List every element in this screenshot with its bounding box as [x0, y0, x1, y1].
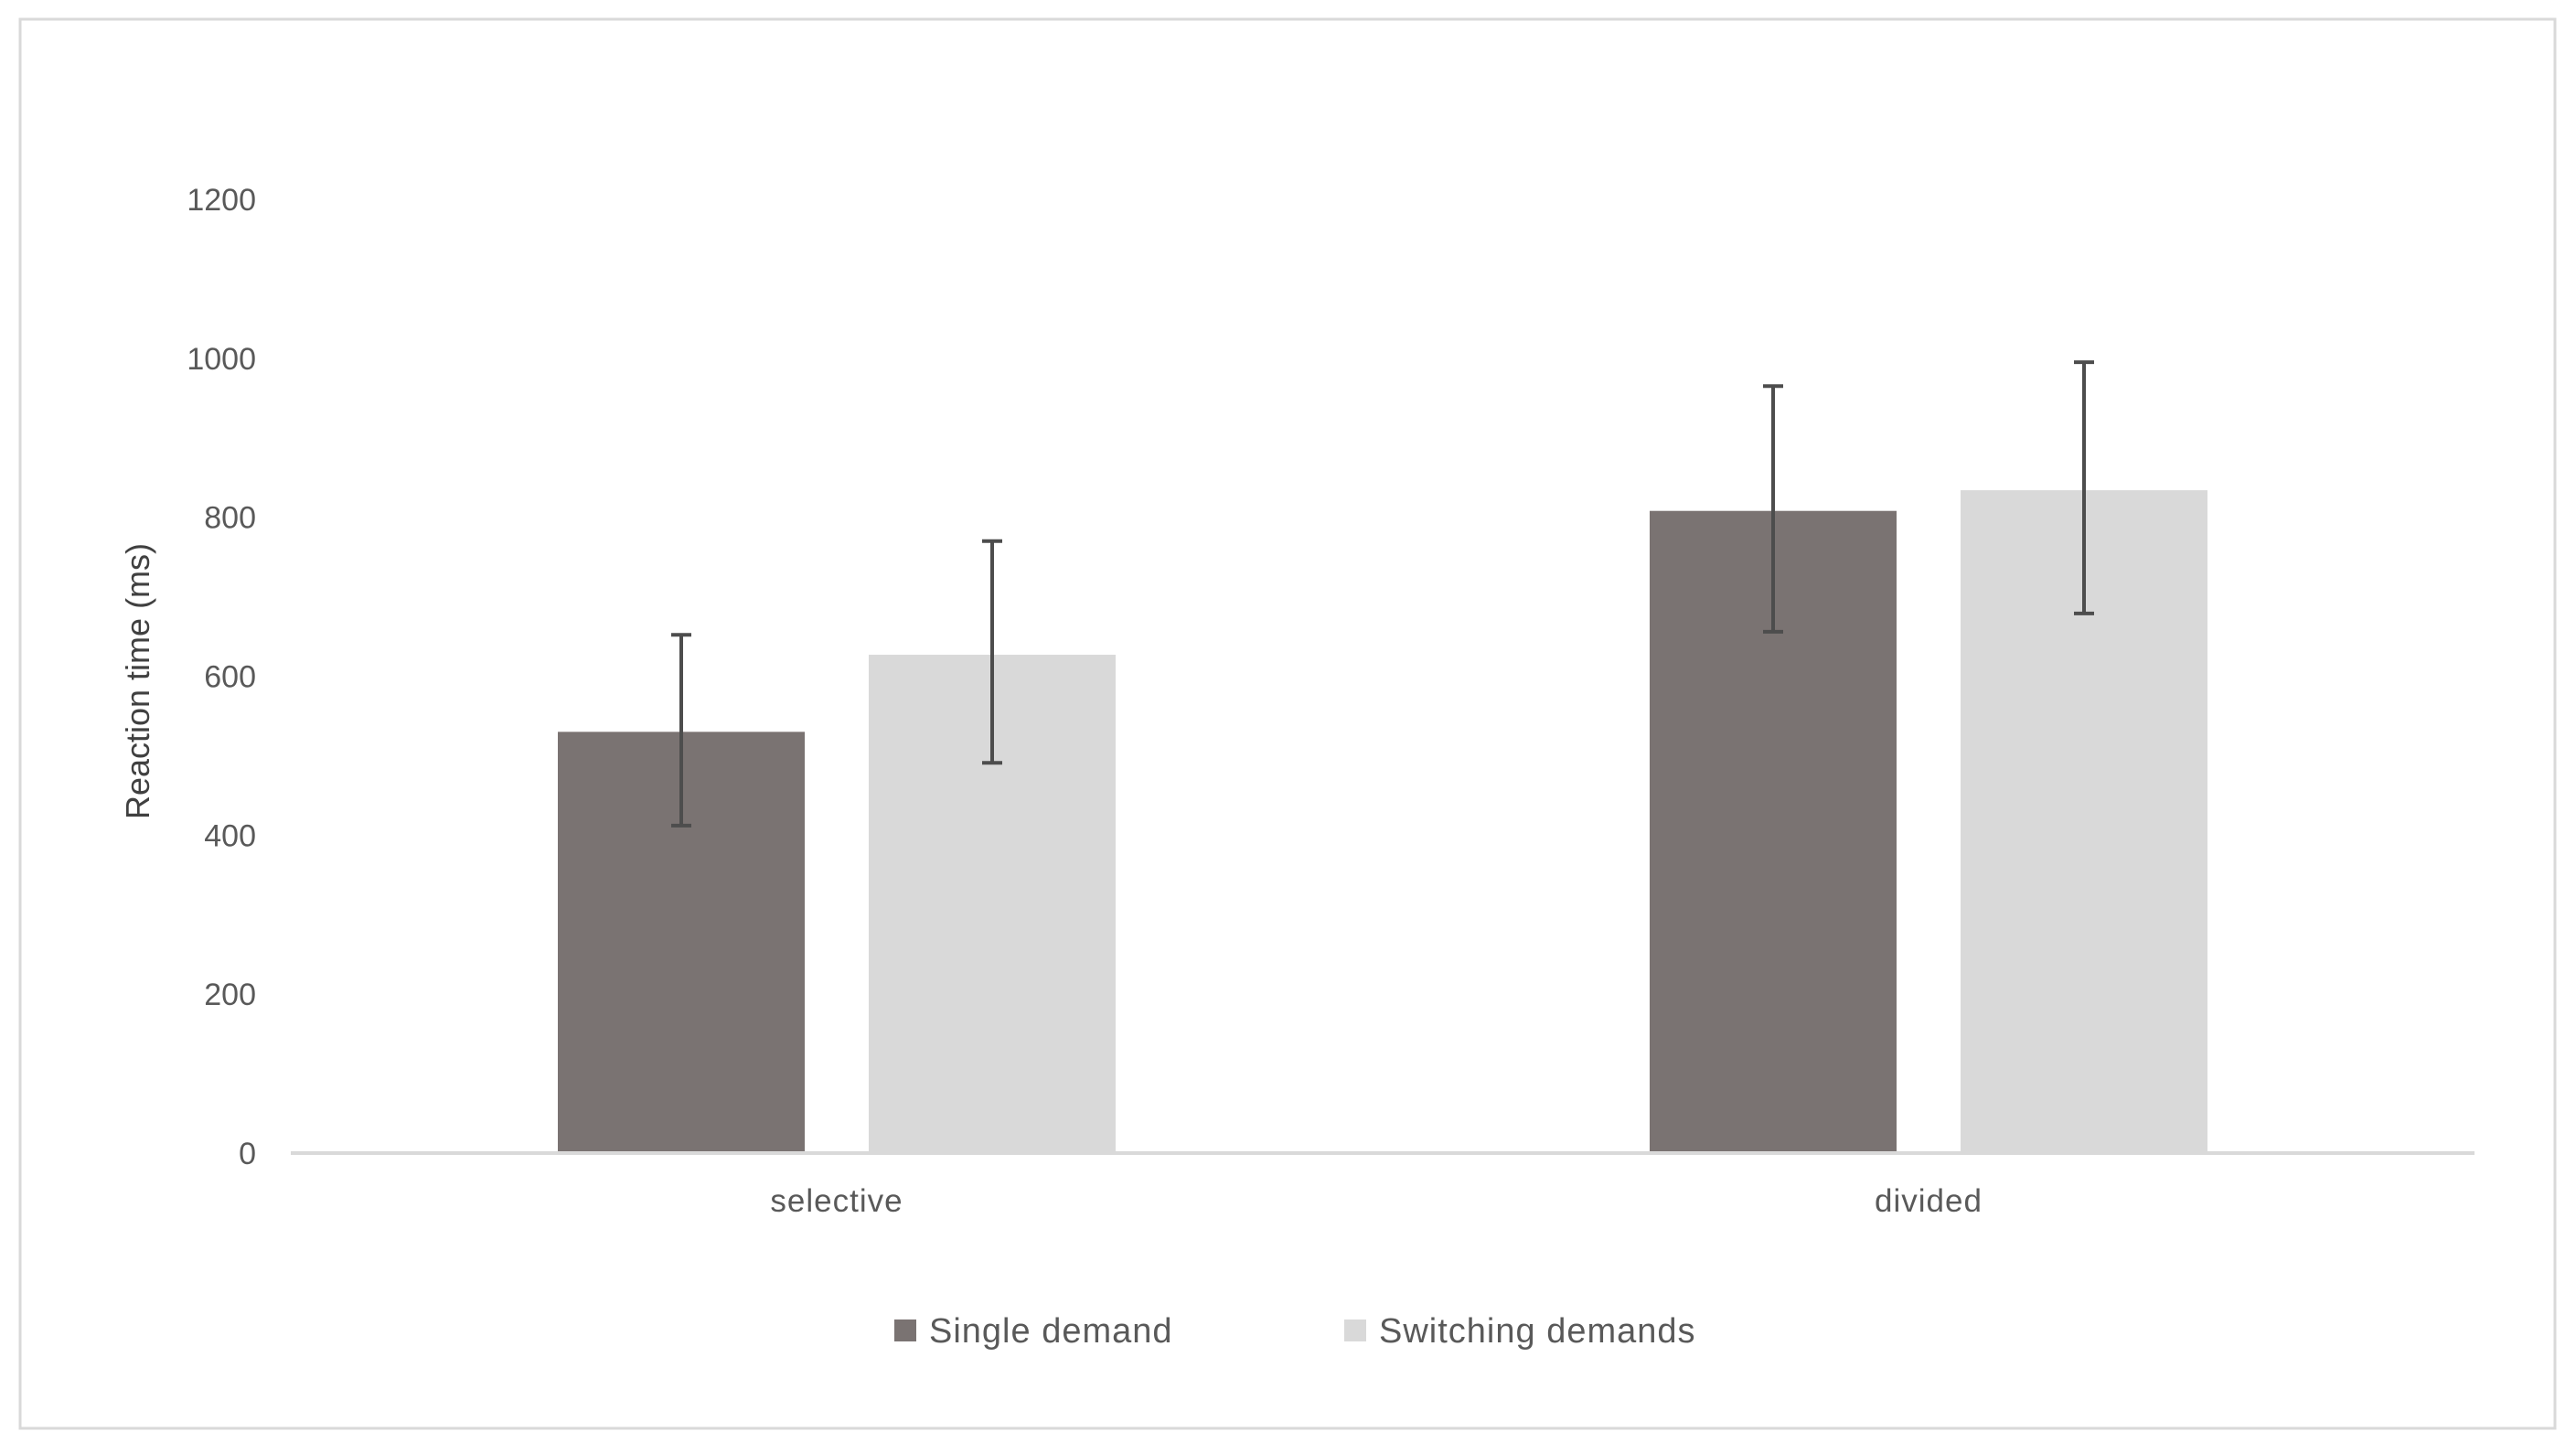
y-tick-label: 600: [204, 660, 256, 695]
legend-swatch: [1344, 1319, 1366, 1341]
y-tick-label: 400: [204, 818, 256, 853]
legend-label: Switching demands: [1379, 1312, 1696, 1351]
y-axis-title: Reaction time (ms): [119, 543, 156, 819]
y-tick-label: 1000: [187, 342, 256, 377]
bars: [558, 490, 2207, 1153]
x-category-label: divided: [1875, 1183, 1983, 1219]
y-tick-label: 800: [204, 501, 256, 536]
legend-swatch: [894, 1319, 916, 1341]
x-axis-labels: selective divided: [770, 1183, 1983, 1219]
y-tick-label: 200: [204, 978, 256, 1012]
legend: Single demand Switching demands: [894, 1312, 1696, 1351]
y-tick-label: 1200: [187, 183, 256, 218]
legend-label: Single demand: [929, 1312, 1173, 1351]
error-bars: [671, 360, 2094, 828]
x-category-label: selective: [770, 1183, 903, 1219]
y-axis-ticks: 0 200 400 600 800 1000 1200: [187, 183, 256, 1171]
y-tick-label: 0: [239, 1137, 256, 1171]
